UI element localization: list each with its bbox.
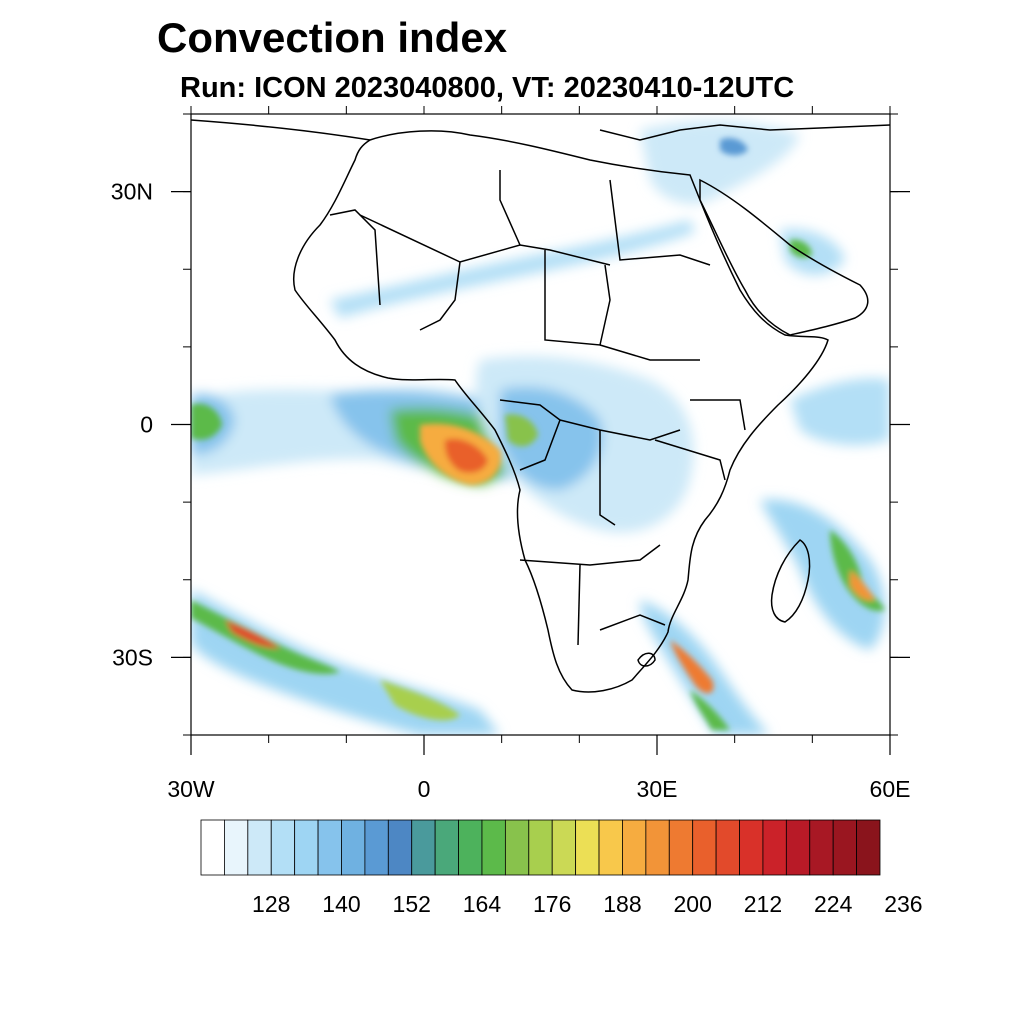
colorbar-swatch xyxy=(387,819,413,876)
colorbar-label: 212 xyxy=(744,891,782,917)
lon-tick-label: 0 xyxy=(418,776,431,802)
colorbar-swatch xyxy=(739,819,764,876)
colorbar-label: 140 xyxy=(322,891,360,917)
colorbar-swatch xyxy=(598,819,623,876)
colorbar-swatch xyxy=(551,819,577,876)
map-ticks xyxy=(171,106,910,755)
colorbar-label: 128 xyxy=(252,891,290,917)
colorbar-label: 176 xyxy=(533,891,571,917)
colorbar: 128 140 152 164 176 188 200 212 224 236 xyxy=(200,819,923,917)
colorbar-swatch xyxy=(832,819,857,876)
colorbar-swatch xyxy=(504,819,530,876)
lat-tick-label: 30S xyxy=(112,644,153,670)
colorbar-swatch xyxy=(856,819,881,876)
colorbar-label: 152 xyxy=(393,891,431,917)
colorbar-swatch xyxy=(785,819,811,876)
colorbar-swatch xyxy=(317,819,342,876)
convection-field xyxy=(191,120,890,735)
colorbar-swatch xyxy=(294,819,319,876)
colorbar-swatch xyxy=(645,819,670,876)
colorbar-label: 200 xyxy=(674,891,712,917)
coastlines-borders xyxy=(191,119,890,693)
colorbar-swatch xyxy=(458,819,483,876)
colorbar-swatch xyxy=(668,819,694,876)
colorbar-swatch xyxy=(575,819,600,876)
map-axis-labels: 30W 0 30E 60E 30N 0 30S xyxy=(111,179,911,802)
map-subtitle: Run: ICON 2023040800, VT: 20230410-12UTC xyxy=(180,72,795,104)
colorbar-swatch xyxy=(528,819,553,876)
colorbar-swatch xyxy=(247,819,272,876)
colorbar-swatch xyxy=(622,819,647,876)
colorbar-label: 236 xyxy=(884,891,922,917)
colorbar-swatch xyxy=(270,819,296,876)
colorbar-swatch xyxy=(224,819,249,876)
colorbar-swatch xyxy=(341,819,366,876)
lat-tick-label: 30N xyxy=(111,179,153,205)
lon-tick-label: 60E xyxy=(870,776,911,802)
colorbar-swatch xyxy=(481,819,506,876)
colorbar-swatch xyxy=(692,819,717,876)
colorbar-swatch xyxy=(809,819,834,876)
colorbar-label: 224 xyxy=(814,891,853,917)
lon-tick-label: 30W xyxy=(167,776,215,802)
colorbar-swatch xyxy=(411,819,436,876)
lon-tick-label: 30E xyxy=(637,776,678,802)
colorbar-label: 188 xyxy=(603,891,641,917)
map-area xyxy=(191,114,890,735)
colorbar-label: 164 xyxy=(463,891,502,917)
colorbar-swatch xyxy=(434,819,459,876)
colorbar-swatch xyxy=(762,819,787,876)
map-title: Convection index xyxy=(157,14,508,61)
lat-tick-label: 0 xyxy=(140,412,153,438)
colorbar-swatch xyxy=(364,819,389,876)
colorbar-swatch xyxy=(200,819,225,876)
colorbar-swatch xyxy=(715,819,740,876)
